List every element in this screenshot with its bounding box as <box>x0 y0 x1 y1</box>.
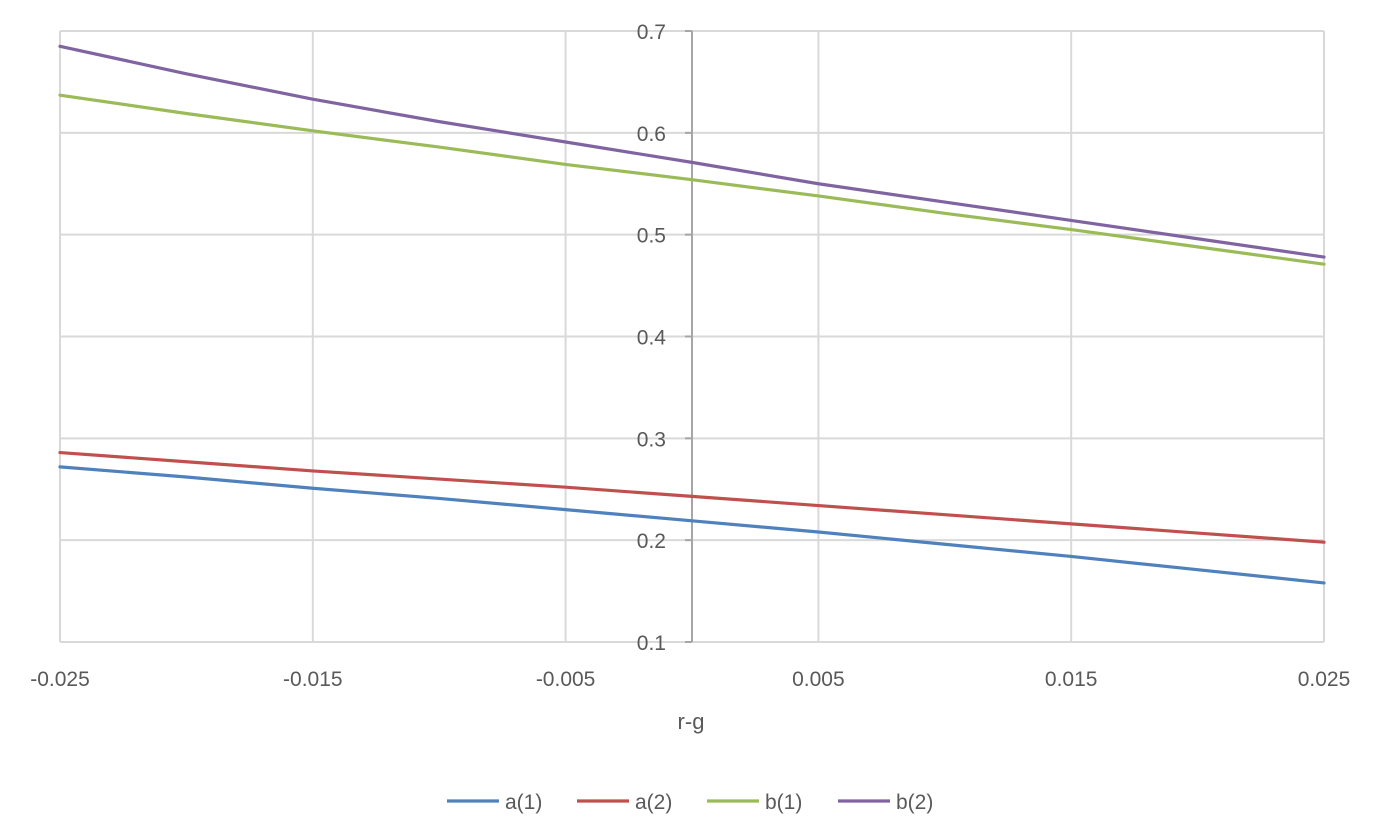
y-tick-label: 0.6 <box>637 123 666 146</box>
x-tick-label: -0.025 <box>30 668 90 691</box>
legend-item: a(2) <box>577 791 672 814</box>
x-axis-title: r-g <box>678 709 705 734</box>
tick-labels: 0.1 0.2 0.3 0.4 0.5 0.6 0.7 -0.025 -0.015 -0.005 0… <box>30 21 1350 691</box>
legend: a(1) a(2) b(1) b(2) <box>447 791 933 814</box>
x-tick-label: -0.005 <box>536 668 596 691</box>
y-tick-label: 0.7 <box>637 21 666 44</box>
y-tick-label: 0.5 <box>637 225 666 248</box>
legend-item: a(1) <box>447 791 542 814</box>
legend-label: b(1) <box>765 791 802 814</box>
series-line-b2 <box>58 44 1326 259</box>
x-tick-label: 0.015 <box>1045 668 1098 691</box>
legend-item: b(2) <box>838 791 933 814</box>
axes <box>685 30 693 643</box>
x-tick-label: 0.025 <box>1298 668 1351 691</box>
series-line-b1 <box>58 93 1326 266</box>
y-tick-label: 0.3 <box>637 428 666 451</box>
x-tick-label: 0.005 <box>792 668 845 691</box>
y-tick-label: 0.1 <box>637 632 666 655</box>
series-line-a2 <box>58 450 1326 544</box>
legend-label: a(2) <box>635 791 672 814</box>
series-line-a1 <box>58 465 1326 585</box>
legend-label: b(2) <box>896 791 933 814</box>
x-tick-label: -0.015 <box>283 668 343 691</box>
series-lines <box>58 44 1326 585</box>
legend-item: b(1) <box>707 791 802 814</box>
legend-label: a(1) <box>505 791 542 814</box>
y-tick-label: 0.4 <box>637 327 667 350</box>
y-tick-label: 0.2 <box>637 530 666 553</box>
